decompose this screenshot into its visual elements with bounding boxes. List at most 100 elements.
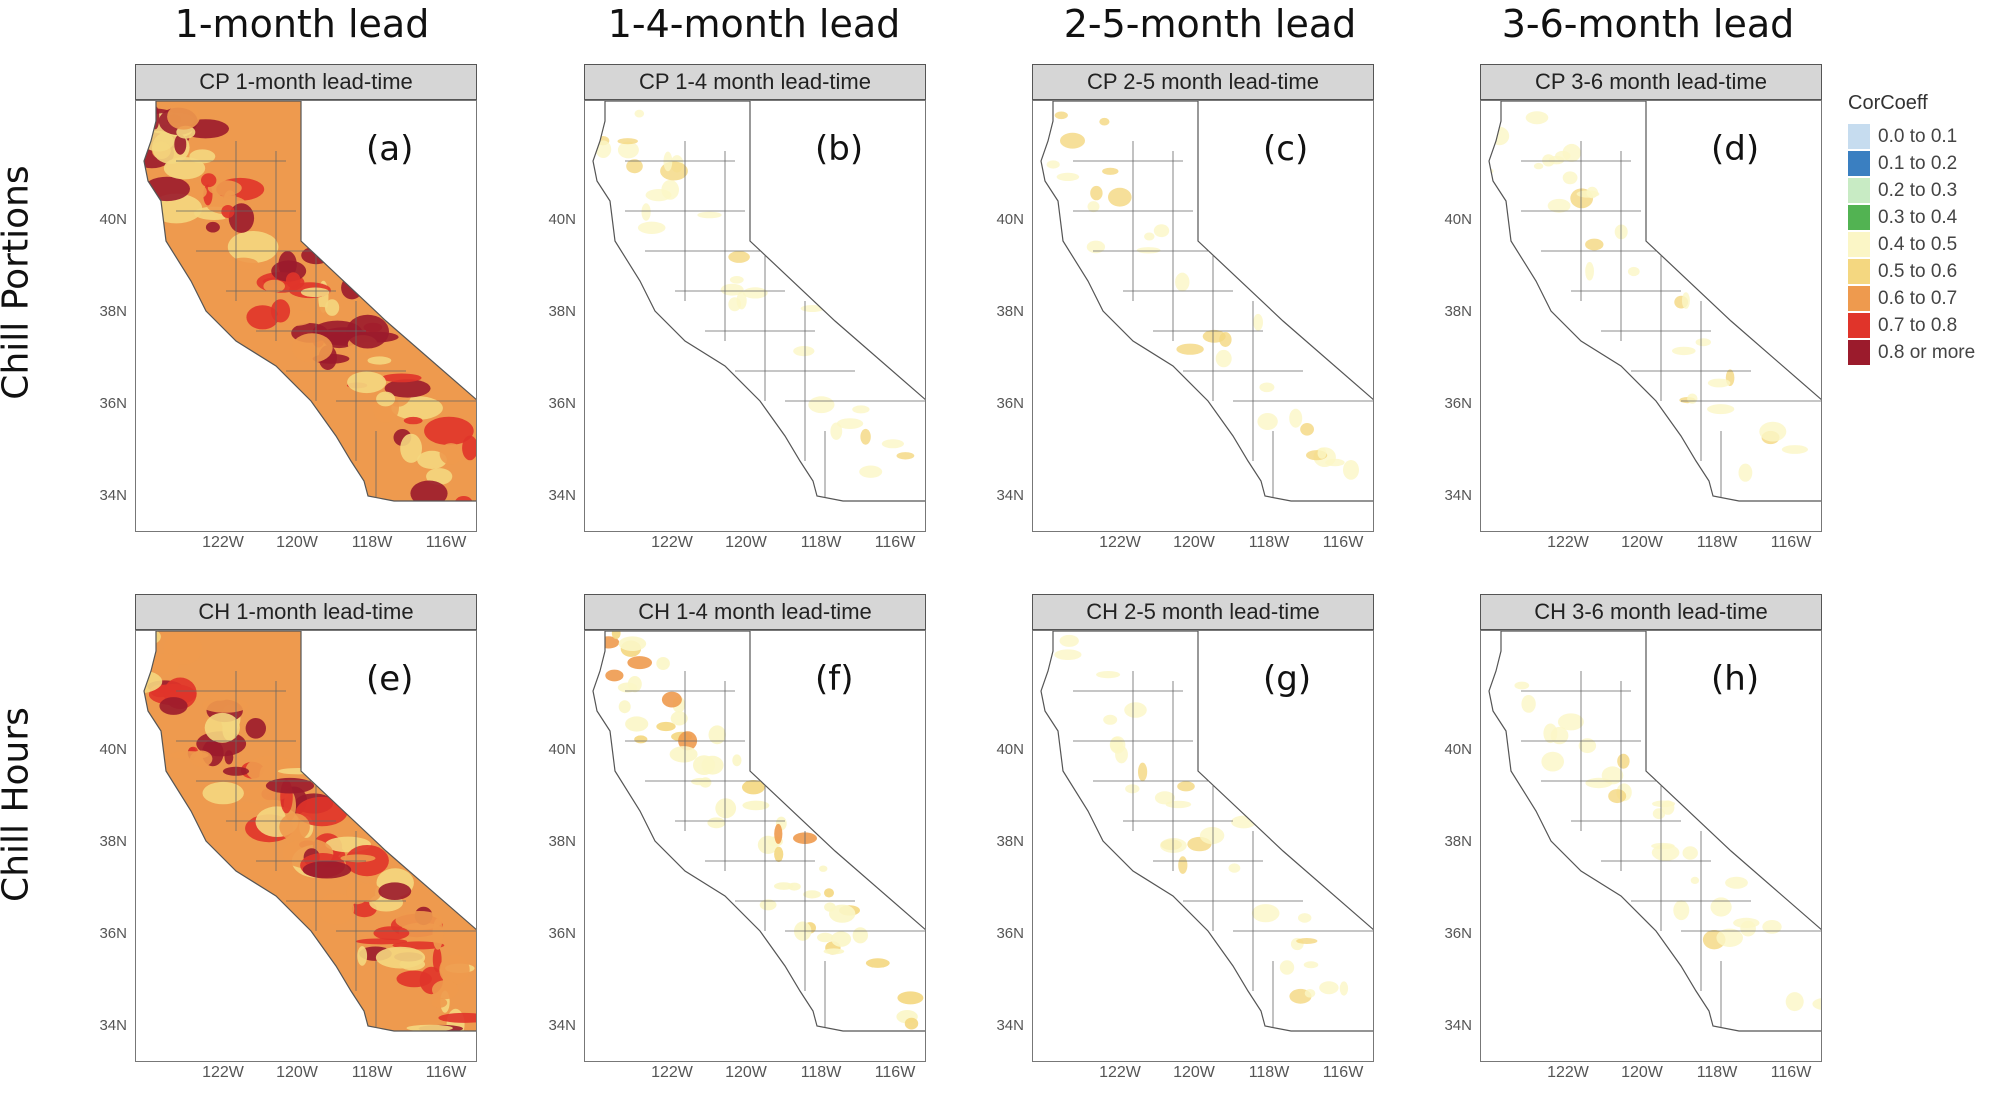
state-outline <box>143 631 476 1032</box>
x-tick-label: 116W <box>1770 1064 1812 1081</box>
y-tick-label: 36N <box>996 925 1024 942</box>
correlation-patch <box>1738 463 1753 482</box>
correlation-patch <box>245 718 266 739</box>
correlation-patch <box>595 140 612 158</box>
correlation-patch <box>1160 838 1187 853</box>
california-map <box>1040 631 1373 1032</box>
y-tick-label: 34N <box>1444 487 1472 504</box>
correlation-patch <box>163 157 206 180</box>
correlation-patch <box>357 946 368 966</box>
legend-item: 0.0 to 0.1 <box>1848 123 2000 150</box>
correlation-patch <box>1046 160 1060 169</box>
correlation-patch <box>707 817 726 829</box>
correlation-patch <box>715 798 737 819</box>
correlation-patch <box>1652 800 1676 808</box>
correlation-patch <box>296 796 348 827</box>
correlation-patch <box>1585 262 1594 281</box>
x-tick-label: 118W <box>1696 1064 1738 1081</box>
correlation-patch <box>1762 920 1782 934</box>
correlation-patch <box>410 480 448 501</box>
correlation-patch <box>325 299 340 316</box>
correlation-patch <box>279 813 310 841</box>
map-plot-area: (d) <box>1480 100 1822 532</box>
panel-label: (f) <box>815 659 854 699</box>
legend-swatch <box>1848 259 1870 284</box>
correlation-patch <box>167 103 200 130</box>
legend-label: 0.0 to 0.1 <box>1878 125 1958 147</box>
correlation-patch <box>1086 240 1106 254</box>
x-tick-label: 120W <box>1173 534 1215 551</box>
correlation-patch <box>381 373 422 383</box>
legend-swatch <box>1848 313 1870 338</box>
y-tick-label: 38N <box>548 303 576 320</box>
correlation-patch <box>1740 920 1756 937</box>
correlation-patch <box>1178 856 1188 874</box>
correlation-patch <box>1317 447 1327 459</box>
correlation-patch <box>637 221 666 234</box>
correlation-patch <box>1585 777 1613 789</box>
row-title-chill-hours: Chill Hours <box>0 707 37 902</box>
correlation-patch <box>1652 808 1666 820</box>
map-plot-area: (h) <box>1480 630 1822 1062</box>
correlation-patch <box>318 892 355 925</box>
panel-strip-title: CH 3-6 month lead-time <box>1480 594 1822 630</box>
legend-title: CorCoeff <box>1848 92 1928 114</box>
correlation-patch <box>732 754 742 767</box>
legend-item: 0.6 to 0.7 <box>1848 285 2000 312</box>
correlation-patch <box>226 801 261 813</box>
y-tick-label: 38N <box>996 833 1024 850</box>
correlation-patch <box>159 697 188 715</box>
correlation-patch <box>641 203 651 221</box>
y-tick-label: 40N <box>1444 211 1472 228</box>
legend-item: 0.8 or more <box>1848 339 2000 366</box>
correlation-patch <box>1533 162 1544 170</box>
correlation-patch <box>1489 632 1497 650</box>
y-tick-label: 36N <box>99 925 127 942</box>
map-plot-area: (c) <box>1032 100 1374 532</box>
y-tick-label: 36N <box>548 395 576 412</box>
correlation-patch <box>1547 198 1571 213</box>
correlation-patch <box>611 631 621 640</box>
correlation-patch <box>454 496 473 501</box>
correlation-patch <box>1304 989 1316 998</box>
correlation-patch <box>432 918 444 950</box>
state-outline <box>592 631 925 1032</box>
correlation-patch <box>670 711 688 726</box>
correlation-patch <box>432 980 459 1000</box>
map-panel: CH 3-6 month lead-time (h) 40N 38N 36N 34N 122… <box>1444 594 1822 1082</box>
correlation-patch <box>634 109 645 118</box>
correlation-patch <box>1099 117 1110 126</box>
correlation-patch <box>1228 863 1241 873</box>
x-tick-label: 116W <box>1322 1064 1364 1081</box>
legend-item: 0.4 to 0.5 <box>1848 231 2000 258</box>
correlation-patch <box>1690 876 1700 884</box>
correlation-patch <box>1136 247 1161 254</box>
correlation-patch <box>201 173 217 188</box>
correlation-patch <box>291 333 333 363</box>
correlation-patch <box>1781 445 1808 454</box>
correlation-patch <box>246 305 279 330</box>
panel-label: (h) <box>1711 659 1760 699</box>
x-tick-label: 120W <box>276 1064 318 1081</box>
correlation-patch <box>224 750 234 765</box>
correlation-patch <box>1585 238 1604 251</box>
correlation-patch <box>300 287 330 298</box>
correlation-patch <box>1259 382 1275 393</box>
state-outline <box>1488 631 1821 1032</box>
correlation-patch <box>1279 960 1295 975</box>
legend-swatch <box>1848 232 1870 257</box>
correlation-patch <box>618 636 647 651</box>
y-tick-label: 34N <box>1444 1017 1472 1034</box>
correlation-patch <box>265 777 315 794</box>
correlation-patch <box>1096 671 1121 679</box>
legend-item: 0.3 to 0.4 <box>1848 204 2000 231</box>
correlation-patch <box>720 283 744 296</box>
correlation-patch <box>669 746 698 763</box>
map-plot-area: (f) <box>584 630 926 1062</box>
legend-label: 0.7 to 0.8 <box>1878 314 1958 336</box>
map-panel: CP 2-5 month lead-time (c) 40N 38N 36N 34N 122… <box>996 64 1374 552</box>
y-tick-label: 36N <box>996 395 1024 412</box>
y-tick-label: 34N <box>548 487 576 504</box>
correlation-patch <box>375 946 426 969</box>
correlation-patch <box>378 882 412 900</box>
